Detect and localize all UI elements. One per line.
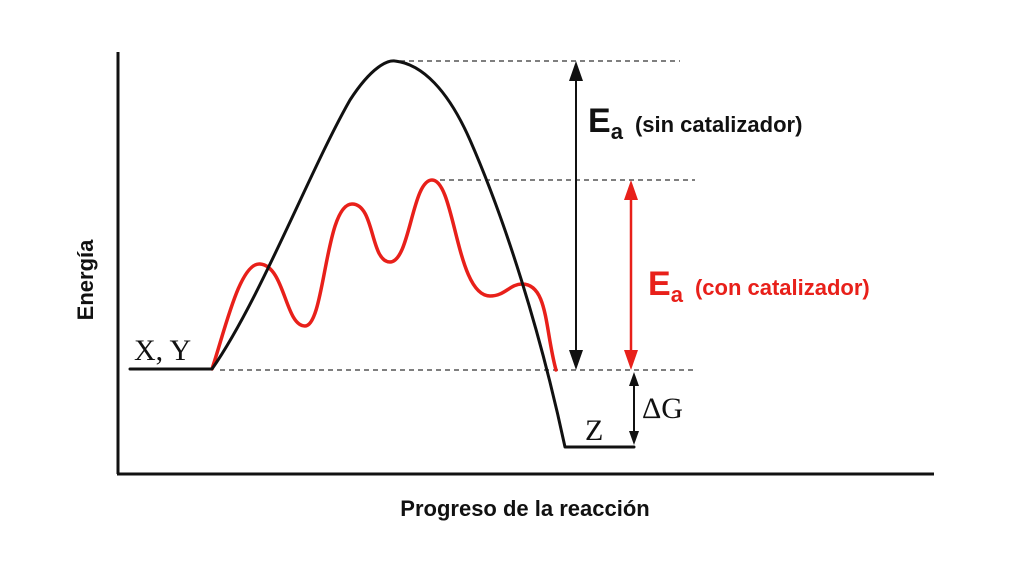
- ea-uncatalyzed-label: Ea (sin catalizador): [588, 102, 802, 144]
- ea-catalyzed-arrowhead-top: [624, 180, 638, 200]
- ea-catalyzed-label: Ea (con catalizador): [648, 265, 870, 307]
- ea-uncatalyzed-arrowhead-bottom: [569, 350, 583, 370]
- catalyzed-curve: [210, 178, 558, 372]
- uncatalyzed-curve: [128, 59, 636, 449]
- reactants-label: X, Y: [134, 334, 191, 367]
- delta-g-arrowhead-top: [629, 372, 639, 386]
- delta-g-label: ΔG: [642, 392, 683, 425]
- ea-catalyzed-arrowhead-bottom: [624, 350, 638, 370]
- product-label: Z: [585, 414, 603, 447]
- x-axis-label: Progreso de la reacción: [400, 496, 649, 521]
- delta-g-arrowhead-bottom: [629, 431, 639, 445]
- y-axis-label: Energía: [73, 239, 98, 320]
- ea-uncatalyzed-arrowhead-top: [569, 61, 583, 81]
